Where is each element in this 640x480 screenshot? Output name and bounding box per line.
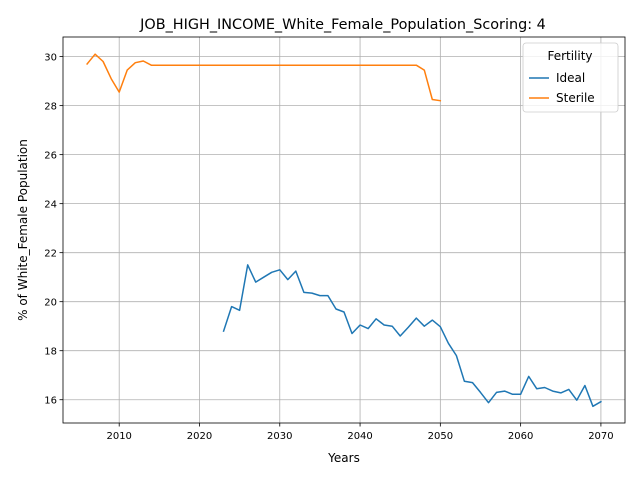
y-axis: 16 18 20 22 24 26 28 30	[44, 53, 63, 407]
x-tick-label: 2060	[508, 431, 533, 442]
y-tick-label: 16	[44, 396, 57, 407]
y-tick-label: 22	[44, 249, 57, 260]
x-tick-label: 2040	[347, 431, 372, 442]
legend-title: Fertility	[547, 49, 592, 63]
y-tick-label: 30	[44, 53, 57, 64]
legend-box	[522, 42, 619, 113]
y-tick-label: 26	[44, 151, 57, 162]
series-line-sterile	[86, 53, 442, 102]
series-line-ideal	[222, 264, 602, 408]
x-tick-label: 2050	[428, 431, 453, 442]
x-tick-label: 2010	[106, 431, 131, 442]
y-tick-label: 20	[44, 298, 57, 309]
y-tick-label: 28	[44, 102, 57, 113]
series-lines	[86, 53, 602, 408]
plot-frame	[62, 36, 626, 424]
x-axis: 2010 2020 2030 2040 2050 2060 2070	[106, 423, 614, 442]
chart-title: JOB_HIGH_INCOME_White_Female_Population_…	[139, 17, 546, 33]
legend: Fertility Ideal Sterile	[522, 42, 619, 113]
legend-label-ideal: Ideal	[556, 71, 585, 85]
x-tick-label: 2070	[588, 431, 613, 442]
y-axis-label: % of White_Female Population	[16, 139, 30, 321]
y-tick-label: 18	[44, 347, 57, 358]
y-tick-label: 24	[44, 200, 57, 211]
x-tick-label: 2030	[267, 431, 292, 442]
x-axis-label: Years	[327, 451, 360, 465]
legend-label-sterile: Sterile	[556, 91, 595, 105]
grid	[63, 37, 625, 423]
x-tick-label: 2020	[187, 431, 212, 442]
